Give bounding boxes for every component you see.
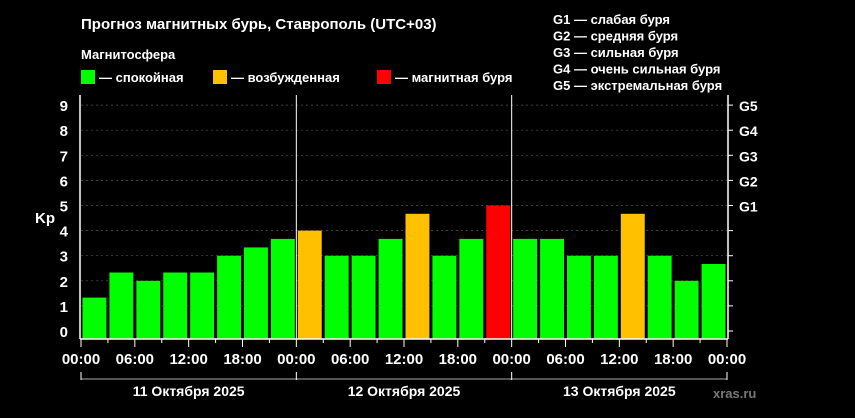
kp-bar	[674, 280, 699, 339]
y-tick-label: 3	[60, 249, 68, 266]
kp-bar	[647, 255, 672, 339]
kp-bar	[567, 255, 591, 339]
x-tick-label: 18:00	[654, 351, 692, 368]
y-axis-label: Kp	[35, 210, 55, 227]
x-tick-label: 18:00	[223, 351, 261, 368]
kp-bar	[351, 255, 376, 339]
legend-swatch	[377, 70, 391, 84]
g-scale-tick-label: G4	[739, 123, 758, 139]
legend-swatch	[213, 70, 227, 84]
x-tick-label: 18:00	[439, 351, 477, 368]
kp-bar	[82, 297, 107, 339]
g-scale-tick-label: G1	[739, 199, 758, 215]
x-tick-label: 06:00	[116, 351, 154, 368]
x-tick-label: 12:00	[169, 351, 207, 368]
x-tick-label: 06:00	[331, 351, 369, 368]
legend-title: Магнитосфера	[81, 47, 176, 62]
kp-bar	[136, 280, 161, 339]
y-tick-label: 6	[60, 173, 68, 190]
legend-label: — магнитная буря	[395, 70, 512, 85]
kp-bar	[540, 238, 564, 339]
kp-bar	[513, 238, 538, 339]
x-tick-label: 12:00	[600, 351, 638, 368]
y-tick-label: 4	[60, 224, 69, 241]
x-tick-label: 12:00	[385, 351, 423, 368]
g-scale-legend-item: G2 — средняя буря	[553, 29, 678, 44]
g-scale-legend-item: G5 — экстремальная буря	[553, 78, 722, 93]
x-tick-label: 00:00	[492, 351, 530, 368]
kp-bar	[378, 238, 403, 339]
x-tick-label: 00:00	[277, 351, 315, 368]
kp-bar	[163, 272, 188, 339]
kp-bar	[701, 263, 726, 339]
g-scale-tick-label: G5	[739, 98, 758, 114]
day-label: 12 Октября 2025	[348, 383, 461, 399]
g-scale-legend-item: G4 — очень сильная буря	[553, 62, 720, 77]
g-scale-legend-item: G3 — сильная буря	[553, 45, 679, 60]
kp-bar	[244, 247, 268, 339]
day-label: 11 Октября 2025	[133, 383, 245, 399]
chart-title: Прогноз магнитных бурь, Ставрополь (UTC+…	[81, 16, 437, 33]
kp-bar	[297, 230, 322, 339]
kp-bar	[270, 238, 295, 339]
g-scale-tick-label: G2	[739, 173, 758, 189]
y-tick-label: 8	[60, 123, 68, 140]
kp-bar	[190, 272, 215, 339]
y-tick-label: 9	[60, 98, 68, 115]
g-scale-legend-item: G1 — слабая буря	[553, 12, 670, 27]
y-tick-label: 2	[60, 274, 68, 291]
bars	[82, 205, 726, 339]
y-tick-label: 5	[60, 199, 68, 216]
kp-bar	[432, 255, 457, 339]
g-scale-tick-label: G3	[739, 148, 758, 164]
day-label: 13 Октября 2025	[563, 383, 676, 399]
kp-bar	[459, 238, 484, 339]
legend-swatch	[81, 70, 95, 84]
x-tick-label: 06:00	[546, 351, 584, 368]
axes: 0 1 2 3 4 5 6 7 8 9 G1 G2 G3 G4 G5 00:00 06:00 12:00 18:00…	[60, 95, 758, 399]
x-tick-label: 00:00	[708, 351, 746, 368]
y-tick-label: 0	[60, 324, 68, 341]
kp-bar	[217, 255, 241, 339]
kp-bar	[109, 272, 134, 339]
kp-bar	[324, 255, 349, 339]
watermark: xras.ru	[713, 386, 756, 401]
legend: — спокойная — возбужденная — магнитная бур…	[81, 70, 512, 85]
legend-label: — спокойная	[99, 70, 184, 85]
kp-bar	[620, 213, 645, 339]
legend-label: — возбужденная	[231, 70, 340, 85]
kp-bar	[593, 255, 618, 339]
kp-bar	[486, 205, 511, 339]
x-tick-label: 00:00	[62, 351, 100, 368]
y-tick-label: 7	[60, 148, 68, 165]
kp-bar	[405, 213, 430, 339]
y-tick-label: 1	[60, 299, 68, 316]
